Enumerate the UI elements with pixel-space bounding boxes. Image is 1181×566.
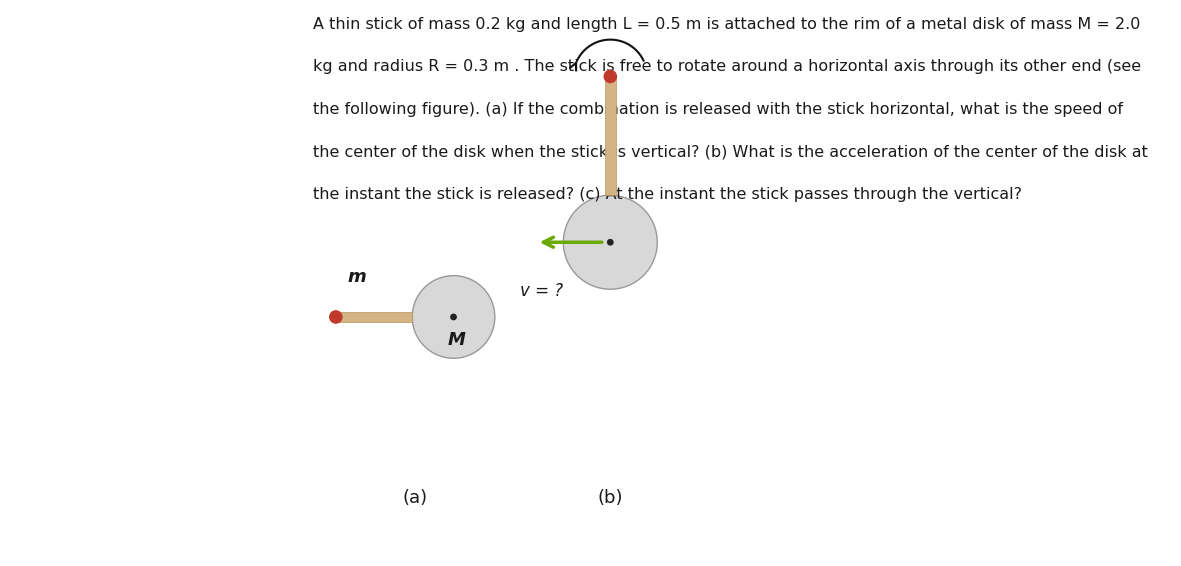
Text: v = ?: v = ?	[520, 282, 563, 300]
Text: (a): (a)	[403, 489, 428, 507]
Text: the instant the stick is released? (c) At the instant the stick passes through t: the instant the stick is released? (c) A…	[313, 187, 1023, 202]
Polygon shape	[605, 76, 616, 195]
Text: M: M	[448, 331, 465, 349]
Text: (b): (b)	[598, 489, 624, 507]
Circle shape	[412, 276, 495, 358]
Polygon shape	[335, 312, 412, 322]
Circle shape	[603, 70, 618, 83]
Circle shape	[607, 239, 614, 246]
Text: A thin stick of mass 0.2 kg and length L = 0.5 m is attached to the rim of a met: A thin stick of mass 0.2 kg and length L…	[313, 17, 1141, 32]
Circle shape	[450, 314, 457, 320]
Text: m: m	[347, 268, 366, 286]
Circle shape	[329, 310, 342, 324]
Circle shape	[563, 195, 658, 289]
Text: the following figure). (a) If the combination is released with the stick horizon: the following figure). (a) If the combin…	[313, 102, 1123, 117]
Text: kg and radius R = 0.3 m . The stick is free to rotate around a horizontal axis t: kg and radius R = 0.3 m . The stick is f…	[313, 59, 1141, 75]
Text: the center of the disk when the stick is vertical? (b) What is the acceleration : the center of the disk when the stick is…	[313, 144, 1148, 160]
